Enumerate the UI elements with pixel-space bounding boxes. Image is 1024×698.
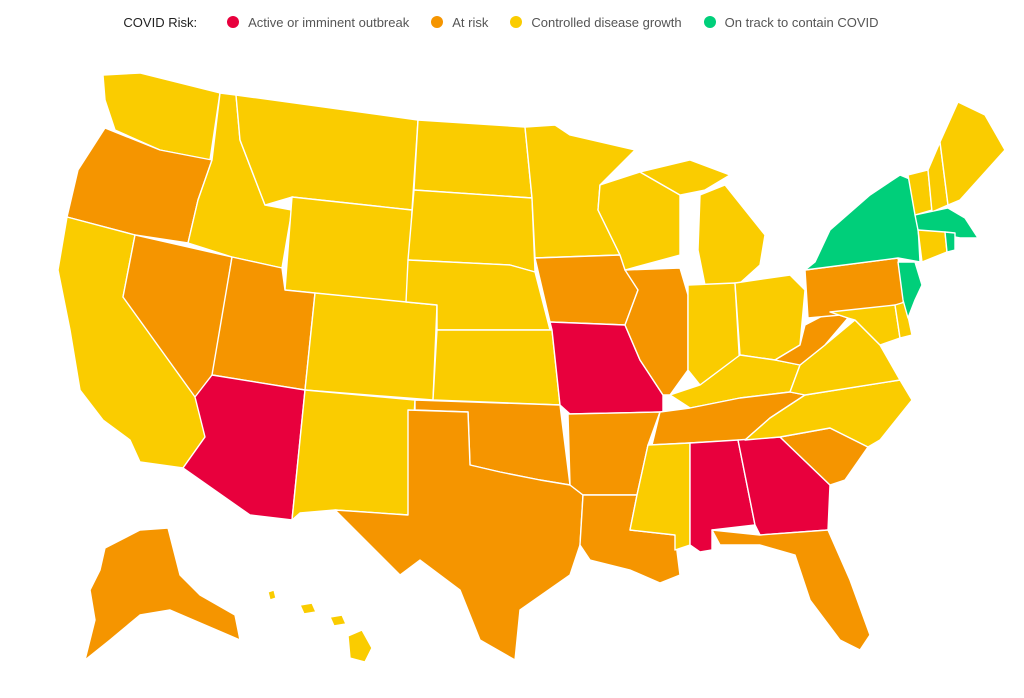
state-nd[interactable]: [413, 119, 533, 199]
state-ri[interactable]: [944, 231, 956, 253]
map-legend: COVID Risk: Active or imminent outbreak …: [0, 0, 1024, 44]
state-tx[interactable]: [334, 409, 584, 661]
state-il[interactable]: [624, 267, 689, 396]
legend-swatch-yellow: [510, 16, 523, 28]
legend-swatch-red: [227, 16, 240, 28]
legend-label: Active or imminent outbreak: [248, 14, 410, 30]
legend-label: At risk: [452, 14, 489, 30]
state-oh[interactable]: [734, 274, 806, 361]
legend-title: COVID Risk:: [123, 14, 198, 30]
legend-item-controlled: Controlled disease growth: [510, 14, 682, 30]
state-de[interactable]: [894, 301, 913, 339]
legend-swatch-orange: [431, 16, 444, 28]
state-ia[interactable]: [534, 254, 639, 326]
state-me[interactable]: [939, 101, 1006, 206]
state-mt[interactable]: [235, 94, 419, 211]
state-ks[interactable]: [432, 329, 561, 406]
state-ct[interactable]: [917, 229, 948, 263]
legend-label: Controlled disease growth: [531, 14, 682, 30]
state-fl[interactable]: [711, 529, 871, 651]
state-ny[interactable]: [804, 174, 921, 271]
state-mi-up[interactable]: [639, 159, 731, 196]
legend-label: On track to contain COVID: [724, 14, 879, 30]
state-sd[interactable]: [407, 189, 536, 273]
legend-item-at-risk: At risk: [431, 15, 488, 30]
legend-swatch-green: [703, 16, 716, 28]
state-nm[interactable]: [291, 389, 416, 521]
state-wy[interactable]: [284, 196, 413, 304]
legend-item-on-track: On track to contain COVID: [703, 14, 879, 30]
state-nj[interactable]: [897, 261, 923, 319]
state-az[interactable]: [182, 374, 306, 521]
state-co[interactable]: [304, 292, 438, 401]
state-hi[interactable]: [267, 589, 373, 663]
legend-item-active-outbreak: Active or imminent outbreak: [227, 15, 409, 30]
state-ak[interactable]: [84, 527, 241, 661]
state-mi[interactable]: [697, 184, 766, 286]
